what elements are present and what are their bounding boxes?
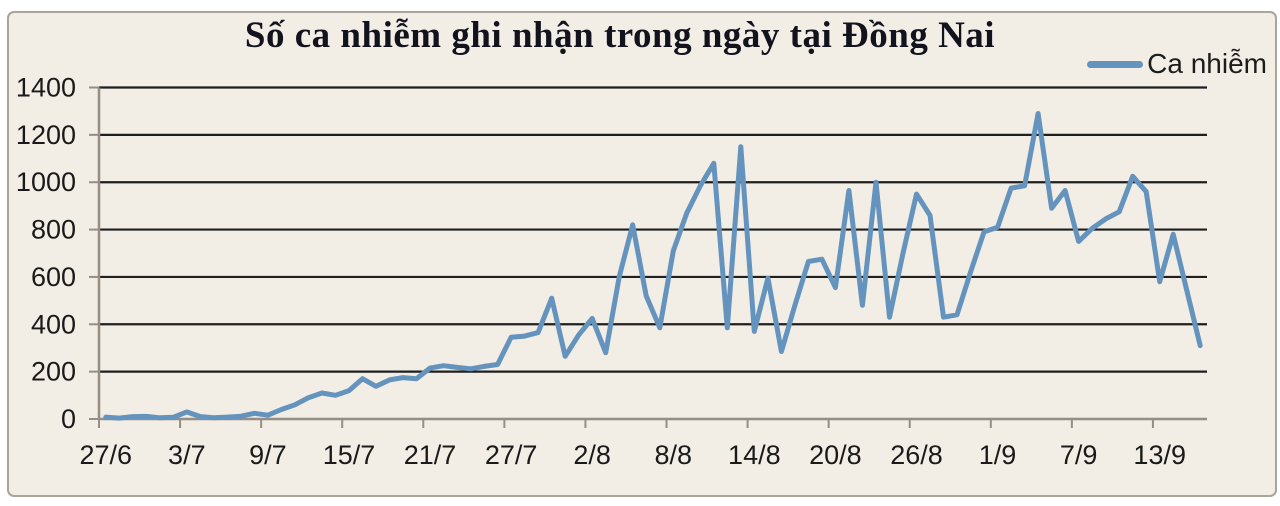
x-axis-label: 2/8: [573, 440, 611, 470]
legend: Ca nhiễm: [1087, 50, 1267, 78]
y-axis-label: 1000: [16, 167, 76, 197]
x-axis-label: 8/8: [654, 440, 692, 470]
x-axis-label: 20/8: [809, 440, 862, 470]
y-axis-label: 800: [31, 215, 76, 245]
x-axis-label: 27/7: [485, 440, 538, 470]
chart-title: Số ca nhiễm ghi nhận trong ngày tại Đồng…: [244, 15, 996, 56]
x-axis-label: 9/7: [249, 440, 287, 470]
y-axis-label: 1400: [16, 73, 76, 103]
y-axis-label: 600: [31, 262, 76, 292]
x-axis-label: 27/6: [79, 440, 132, 470]
data-line-ca-nhiem: [103, 111, 1203, 421]
x-axis-label: 13/9: [1133, 440, 1186, 470]
x-axis-label: 15/7: [323, 440, 376, 470]
y-axis-label: 1200: [16, 120, 76, 150]
x-axis-label: 26/8: [890, 440, 943, 470]
legend-line-swatch: [1087, 60, 1144, 68]
legend-label: Ca nhiễm: [1147, 48, 1267, 79]
x-axis-label: 7/9: [1060, 440, 1098, 470]
x-axis-label: 1/9: [979, 440, 1017, 470]
y-axis-label: 400: [31, 309, 76, 339]
x-axis-label: 14/8: [728, 440, 781, 470]
y-axis-label: 0: [61, 404, 76, 434]
x-axis-label: 3/7: [168, 440, 206, 470]
y-axis-label: 200: [31, 357, 76, 387]
x-axis-label: 21/7: [404, 440, 457, 470]
chart-border: [7, 11, 1277, 497]
